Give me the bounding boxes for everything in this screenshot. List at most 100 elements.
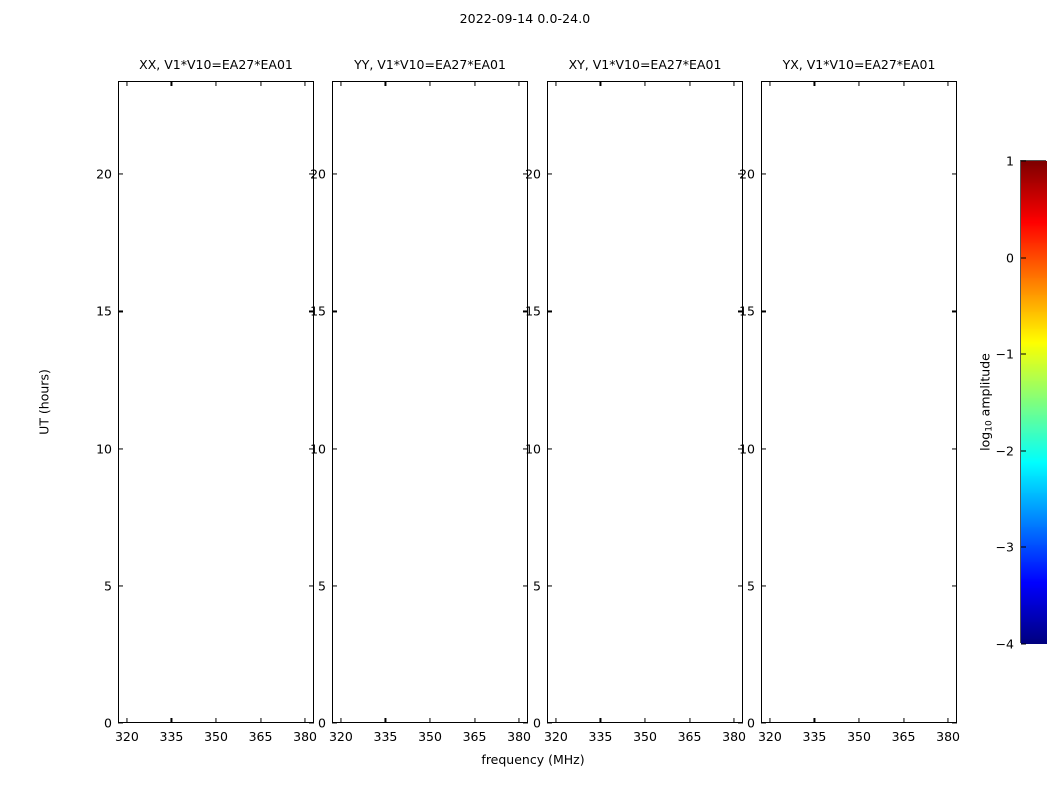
colorbar[interactable]: 1 0 −1 −2 −3 −4 (996, 154, 1047, 652)
x-tick-label: 380 (293, 729, 318, 744)
x-tick-mark (304, 81, 306, 86)
colorbar-tick-label: 1 (1006, 153, 1014, 169)
y-tick-mark (118, 173, 123, 175)
x-tick-mark (644, 81, 646, 86)
y-tick-mark (547, 173, 552, 175)
y-tick-mark (332, 173, 337, 175)
x-tick-mark (384, 718, 386, 723)
x-tick-mark (644, 718, 646, 723)
x-tick-mark (518, 718, 520, 723)
y-tick-label: 5 (747, 578, 755, 594)
x-tick-label: 380 (722, 729, 747, 744)
y-tick-mark (523, 722, 528, 724)
x-tick-label: 320 (757, 729, 782, 744)
y-tick-mark (952, 448, 957, 450)
y-tick-mark (118, 722, 123, 724)
y-tick-mark (118, 585, 123, 587)
colorbar-tick-mark (1021, 257, 1026, 259)
colorbar-tick-mark (1021, 353, 1026, 355)
y-tick-mark (309, 585, 314, 587)
y-tick-mark (761, 585, 766, 587)
y-tick-mark (952, 722, 957, 724)
x-tick-label: 380 (507, 729, 532, 744)
y-tick-mark (332, 585, 337, 587)
y-tick-mark (309, 722, 314, 724)
colorbar-tick-label: 0 (1006, 250, 1014, 266)
colorbar-tick-mark (1021, 643, 1026, 645)
y-tick-mark (309, 173, 314, 175)
x-tick-label: 335 (802, 729, 827, 744)
panel-xy[interactable]: XY, V1*V10=EA27*EA01 0 5 10 15 20 320 335 350 36… (525, 57, 746, 744)
x-tick-mark (733, 81, 735, 86)
y-tick-mark (332, 722, 337, 724)
x-tick-mark (518, 81, 520, 86)
y-tick-label: 15 (96, 303, 112, 319)
x-tick-mark (947, 81, 949, 86)
y-tick-mark (952, 173, 957, 175)
panel-yx[interactable]: YX, V1*V10=EA27*EA01 0 5 10 15 20 320 335 350 36… (739, 57, 960, 744)
panel-yy[interactable]: YY, V1*V10=EA27*EA01 0 5 10 15 20 320 335 350 36… (310, 57, 531, 744)
y-tick-mark (332, 310, 337, 312)
y-tick-mark (547, 722, 552, 724)
colorbar-gradient (1021, 161, 1047, 644)
x-tick-label: 350 (847, 729, 871, 744)
x-tick-mark (902, 718, 905, 723)
x-tick-mark (599, 81, 601, 86)
panel-title-yy: YY, V1*V10=EA27*EA01 (354, 57, 506, 72)
x-tick-mark (555, 718, 557, 723)
y-tick-label: 20 (739, 166, 755, 182)
y-tick-label: 20 (525, 166, 541, 182)
y-tick-label: 10 (525, 441, 541, 457)
y-tick-label: 20 (310, 166, 326, 182)
y-tick-label: 5 (104, 578, 112, 594)
y-tick-label: 5 (533, 578, 541, 594)
x-tick-mark (813, 81, 815, 86)
colorbar-tick-label: −3 (995, 539, 1014, 555)
y-tick-label: 0 (104, 715, 112, 731)
y-tick-mark (761, 310, 766, 312)
colorbar-tick-mark (1021, 546, 1026, 548)
y-tick-label: 10 (96, 441, 112, 457)
x-tick-label: 365 (891, 729, 916, 744)
colorbar-label-tail: amplitude (977, 353, 993, 421)
x-tick-label: 335 (159, 729, 184, 744)
x-tick-mark (473, 718, 476, 723)
y-tick-label: 0 (318, 715, 326, 731)
colorbar-tick-label: −2 (995, 443, 1014, 459)
x-tick-mark (259, 718, 262, 723)
x-tick-label: 350 (633, 729, 657, 744)
y-tick-label: 15 (739, 303, 755, 319)
axes-frame-yx (761, 81, 957, 723)
x-tick-mark (384, 81, 386, 86)
x-tick-mark (769, 718, 771, 723)
colorbar-label: log10 amplitude (977, 353, 995, 451)
y-tick-mark (761, 448, 766, 450)
axes-frame-xx (118, 81, 314, 723)
y-tick-mark (761, 173, 766, 175)
panel-title-xy: XY, V1*V10=EA27*EA01 (568, 57, 722, 72)
colorbar-tick-mark (1021, 160, 1026, 162)
y-tick-label: 10 (310, 441, 326, 457)
axes-frame-yy (332, 81, 528, 723)
x-tick-mark (170, 81, 172, 86)
y-tick-mark (738, 310, 743, 312)
y-tick-mark (547, 448, 552, 450)
x-tick-mark (126, 718, 128, 723)
x-tick-label: 365 (462, 729, 487, 744)
y-tick-mark (523, 173, 528, 175)
colorbar-tick-label: −1 (995, 346, 1014, 362)
x-tick-label: 320 (328, 729, 353, 744)
y-tick-mark (738, 722, 743, 724)
panel-xx[interactable]: XX, V1*V10=EA27*EA01 0 5 10 15 20 320 335 350 36… (96, 57, 317, 744)
x-tick-label: 380 (936, 729, 961, 744)
y-tick-mark (309, 448, 314, 450)
colorbar-label-main: log (977, 431, 993, 451)
y-tick-mark (761, 722, 766, 724)
x-tick-mark (688, 718, 691, 723)
x-tick-mark (170, 718, 172, 723)
x-tick-mark (599, 718, 601, 723)
x-tick-label: 350 (204, 729, 228, 744)
x-tick-mark (902, 81, 905, 86)
colorbar-tick-label: −4 (995, 636, 1014, 652)
